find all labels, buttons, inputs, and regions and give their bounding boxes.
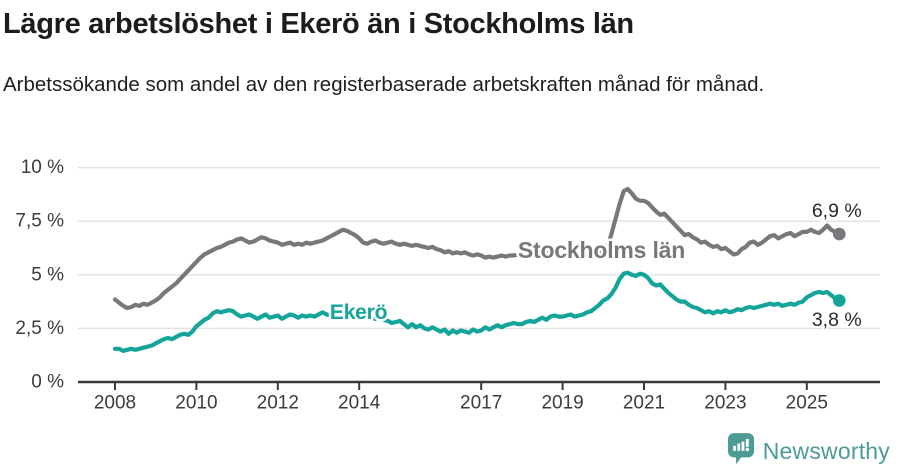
gridlines bbox=[78, 166, 880, 330]
end-value-label: 6,9 % bbox=[812, 200, 862, 222]
x-tick-label: 2010 bbox=[175, 393, 217, 414]
y-tick-label: 10 % bbox=[21, 157, 64, 178]
x-tick-label: 2019 bbox=[541, 393, 583, 414]
end-value-label: 3,8 % bbox=[812, 309, 862, 331]
y-tick-label: 5 % bbox=[31, 264, 64, 285]
series-label-ekero: Ekerö bbox=[330, 301, 387, 324]
chart-subtitle: Arbetssökande som andel av den registerb… bbox=[3, 73, 765, 96]
series-line-ekero bbox=[112, 270, 842, 353]
series-line-stockholms-lan bbox=[112, 186, 842, 311]
series-label-stockholms-lan: Stockholms län bbox=[518, 237, 685, 263]
page-title: Lägre arbetslöshet i Ekerö än i Stockhol… bbox=[3, 8, 634, 40]
y-tick-label: 7,5 % bbox=[15, 211, 64, 232]
y-tick-label: 0 % bbox=[31, 372, 64, 393]
newsworthy-brand-text: Newsworthy bbox=[762, 437, 890, 464]
x-tick-label: 2008 bbox=[94, 393, 136, 414]
newsworthy-bar-chart-bubble-icon bbox=[727, 432, 755, 470]
y-axis-labels: 0 % 2,5 % 5 % 7,5 % 10 % bbox=[15, 157, 64, 392]
series-end-dot-ekero bbox=[833, 294, 846, 307]
y-tick-label: 2,5 % bbox=[15, 318, 64, 339]
x-tick-label: 2012 bbox=[257, 393, 299, 414]
x-tick-label: 2014 bbox=[338, 393, 381, 414]
x-tick-label: 2023 bbox=[704, 393, 746, 414]
newsworthy-brand: Newsworthy bbox=[727, 432, 890, 470]
x-tick-label: 2025 bbox=[786, 393, 828, 414]
x-axis: 2008 2010 2012 2014 2017 2019 2021 2023 2025 bbox=[78, 380, 880, 414]
x-tick-label: 2017 bbox=[460, 393, 502, 414]
x-tick-label: 2021 bbox=[623, 393, 665, 414]
series-end-dot-stockholms-lan bbox=[833, 227, 846, 241]
